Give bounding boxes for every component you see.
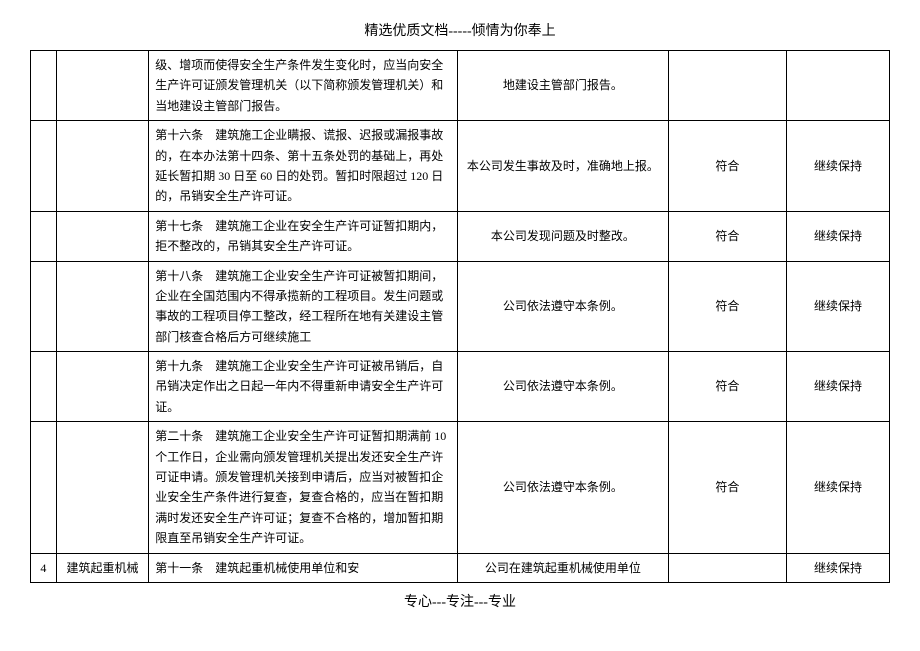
row-category (56, 211, 149, 261)
row-action: 继续保持 (787, 211, 890, 261)
row-article: 第十八条 建筑施工企业安全生产许可证被暂扣期间，企业在全国范围内不得承揽新的工程… (149, 261, 458, 352)
page-footer: 专心---专注---专业 (30, 591, 890, 611)
table-row: 第十六条 建筑施工企业瞒报、谎报、迟报或漏报事故的，在本办法第十四条、第十五条处… (31, 121, 890, 212)
row-status: 公司依法遵守本条例。 (457, 261, 668, 352)
row-category (56, 422, 149, 553)
table-row: 第十七条 建筑施工企业在安全生产许可证暂扣期内，拒不整改的，吊销其安全生产许可证… (31, 211, 890, 261)
row-category: 建筑起重机械 (56, 553, 149, 582)
row-status: 地建设主管部门报告。 (457, 51, 668, 121)
row-article: 第十七条 建筑施工企业在安全生产许可证暂扣期内，拒不整改的，吊销其安全生产许可证… (149, 211, 458, 261)
row-status: 公司依法遵守本条例。 (457, 352, 668, 422)
row-number (31, 352, 57, 422)
row-result: 符合 (668, 261, 786, 352)
row-number: 4 (31, 553, 57, 582)
row-number (31, 422, 57, 553)
regulations-table: 级、增项而使得安全生产条件发生变化时，应当向安全生产许可证颁发管理机关（以下简称… (30, 50, 890, 583)
row-number (31, 211, 57, 261)
row-action: 继续保持 (787, 121, 890, 212)
table-row: 第二十条 建筑施工企业安全生产许可证暂扣期满前 10 个工作日，企业需向颁发管理… (31, 422, 890, 553)
table-row: 第十九条 建筑施工企业安全生产许可证被吊销后，自吊销决定作出之日起一年内不得重新… (31, 352, 890, 422)
row-category (56, 261, 149, 352)
row-action: 继续保持 (787, 261, 890, 352)
row-number (31, 51, 57, 121)
row-number (31, 261, 57, 352)
row-article: 第十一条 建筑起重机械使用单位和安 (149, 553, 458, 582)
row-result (668, 51, 786, 121)
row-result: 符合 (668, 211, 786, 261)
row-article: 级、增项而使得安全生产条件发生变化时，应当向安全生产许可证颁发管理机关（以下简称… (149, 51, 458, 121)
row-category (56, 51, 149, 121)
page-header: 精选优质文档-----倾情为你奉上 (30, 20, 890, 40)
row-action (787, 51, 890, 121)
row-action: 继续保持 (787, 553, 890, 582)
row-result: 符合 (668, 121, 786, 212)
row-status: 本公司发生事故及时，准确地上报。 (457, 121, 668, 212)
row-result: 符合 (668, 422, 786, 553)
row-action: 继续保持 (787, 422, 890, 553)
row-action: 继续保持 (787, 352, 890, 422)
row-status: 本公司发现问题及时整改。 (457, 211, 668, 261)
table-row: 4建筑起重机械第十一条 建筑起重机械使用单位和安公司在建筑起重机械使用单位 继续保… (31, 553, 890, 582)
row-result: 符合 (668, 352, 786, 422)
row-article: 第十九条 建筑施工企业安全生产许可证被吊销后，自吊销决定作出之日起一年内不得重新… (149, 352, 458, 422)
row-category (56, 121, 149, 212)
row-category (56, 352, 149, 422)
row-article: 第十六条 建筑施工企业瞒报、谎报、迟报或漏报事故的，在本办法第十四条、第十五条处… (149, 121, 458, 212)
row-number (31, 121, 57, 212)
table-row: 第十八条 建筑施工企业安全生产许可证被暂扣期间，企业在全国范围内不得承揽新的工程… (31, 261, 890, 352)
row-article: 第二十条 建筑施工企业安全生产许可证暂扣期满前 10 个工作日，企业需向颁发管理… (149, 422, 458, 553)
row-status: 公司依法遵守本条例。 (457, 422, 668, 553)
row-status: 公司在建筑起重机械使用单位 (457, 553, 668, 582)
row-result (668, 553, 786, 582)
table-row: 级、增项而使得安全生产条件发生变化时，应当向安全生产许可证颁发管理机关（以下简称… (31, 51, 890, 121)
